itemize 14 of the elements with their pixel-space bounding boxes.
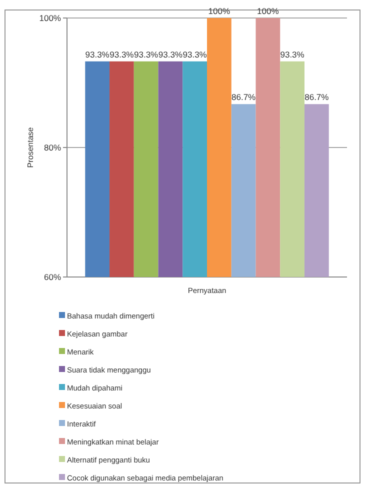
data-label: 86.7% xyxy=(232,92,256,102)
data-label: 93.3% xyxy=(158,49,183,60)
y-tick-label: 100% xyxy=(39,12,62,23)
data-label: 93.3% xyxy=(110,49,134,60)
data-label: 100% xyxy=(208,6,230,16)
y-axis-title: Prosentase xyxy=(26,126,35,168)
data-label: 93.3% xyxy=(134,49,159,60)
y-tick-label: 60% xyxy=(44,272,62,282)
y-tick-label: 80% xyxy=(44,142,62,152)
data-label: 93.3% xyxy=(182,49,208,60)
data-label: 100% xyxy=(257,6,280,16)
data-label: 86.7% xyxy=(304,92,330,102)
data-label: 93.3% xyxy=(280,49,305,60)
data-label: 93.3% xyxy=(85,49,110,60)
